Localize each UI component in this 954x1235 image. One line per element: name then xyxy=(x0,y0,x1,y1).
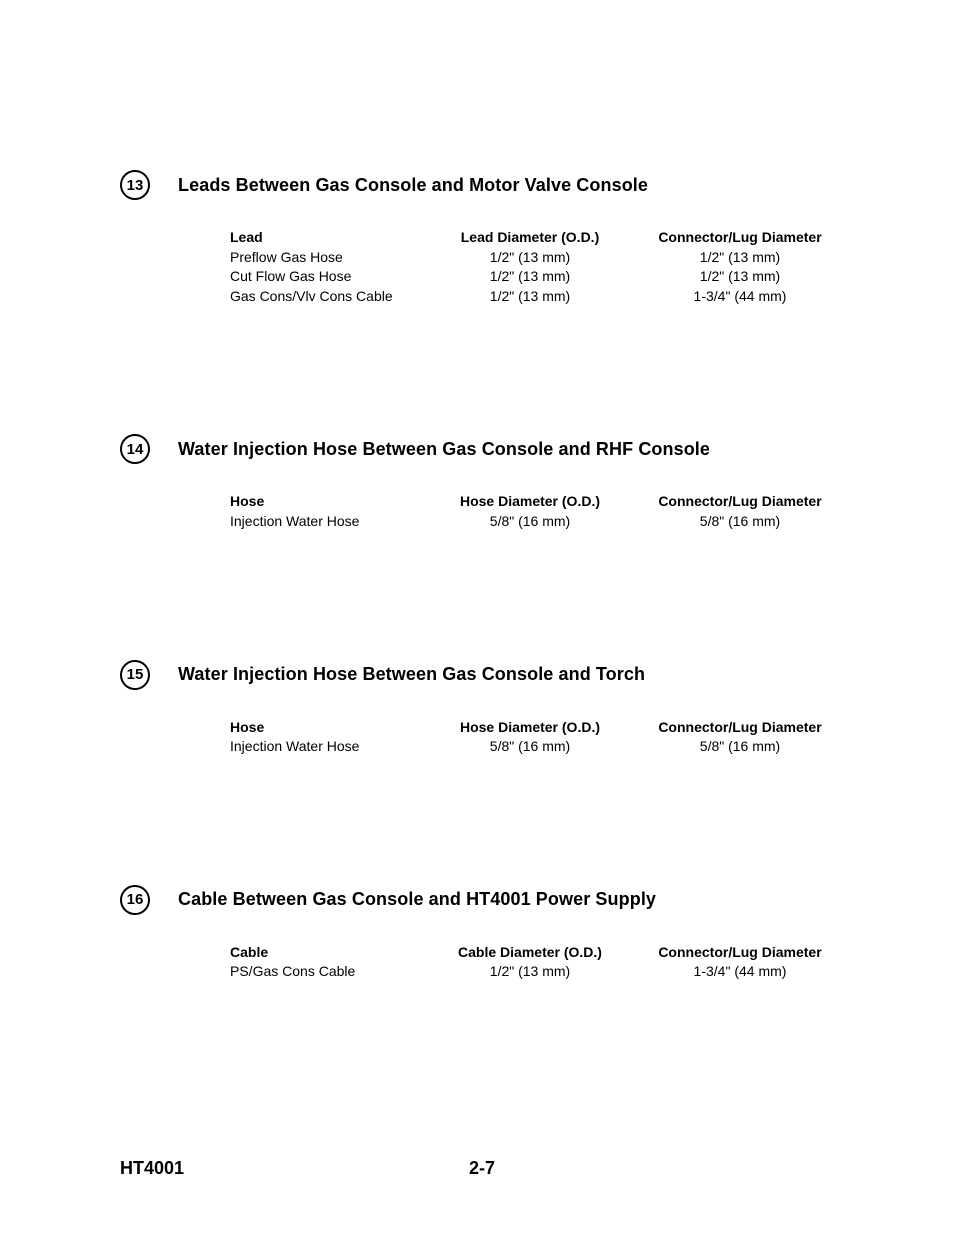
page-footer: HT4001 2-7 xyxy=(120,1158,844,1179)
cell: Preflow Gas Hose xyxy=(230,248,430,268)
col-header: Hose xyxy=(230,492,430,512)
table-row: Injection Water Hose 5/8" (16 mm) 5/8" (… xyxy=(230,737,850,757)
cell: Gas Cons/Vlv Cons Cable xyxy=(230,287,430,307)
section-header: 16 Cable Between Gas Console and HT4001 … xyxy=(120,885,844,915)
section-16: 16 Cable Between Gas Console and HT4001 … xyxy=(120,885,844,982)
col-header: Hose xyxy=(230,718,430,738)
table-header-row: Cable Cable Diameter (O.D.) Connector/Lu… xyxy=(230,943,850,963)
col-header: Lead xyxy=(230,228,430,248)
section-header: 14 Water Injection Hose Between Gas Cons… xyxy=(120,434,844,464)
table-header-row: Lead Lead Diameter (O.D.) Connector/Lug … xyxy=(230,228,850,248)
cell: Injection Water Hose xyxy=(230,737,430,757)
cell: 1-3/4" (44 mm) xyxy=(630,287,850,307)
section-15: 15 Water Injection Hose Between Gas Cons… xyxy=(120,660,844,757)
section-title: Water Injection Hose Between Gas Console… xyxy=(178,664,645,685)
section-number-circle: 14 xyxy=(120,434,150,464)
col-header: Connector/Lug Diameter xyxy=(630,943,850,963)
section-header: 15 Water Injection Hose Between Gas Cons… xyxy=(120,660,844,690)
table-header-row: Hose Hose Diameter (O.D.) Connector/Lug … xyxy=(230,718,850,738)
section-number-circle: 15 xyxy=(120,660,150,690)
col-header: Connector/Lug Diameter xyxy=(630,228,850,248)
col-header: Hose Diameter (O.D.) xyxy=(430,718,630,738)
table-row: Cut Flow Gas Hose 1/2" (13 mm) 1/2" (13 … xyxy=(230,267,850,287)
cell: 5/8" (16 mm) xyxy=(430,737,630,757)
col-header: Cable xyxy=(230,943,430,963)
section-title: Leads Between Gas Console and Motor Valv… xyxy=(178,175,648,196)
section-header: 13 Leads Between Gas Console and Motor V… xyxy=(120,170,844,200)
cell: 1/2" (13 mm) xyxy=(430,248,630,268)
spec-table: Hose Hose Diameter (O.D.) Connector/Lug … xyxy=(230,718,850,757)
section-14: 14 Water Injection Hose Between Gas Cons… xyxy=(120,434,844,531)
table-row: Gas Cons/Vlv Cons Cable 1/2" (13 mm) 1-3… xyxy=(230,287,850,307)
cell: 5/8" (16 mm) xyxy=(430,512,630,532)
section-13: 13 Leads Between Gas Console and Motor V… xyxy=(120,170,844,306)
table-row: Preflow Gas Hose 1/2" (13 mm) 1/2" (13 m… xyxy=(230,248,850,268)
cell: 1/2" (13 mm) xyxy=(630,267,850,287)
cell: 1/2" (13 mm) xyxy=(430,287,630,307)
col-header: Connector/Lug Diameter xyxy=(630,492,850,512)
table-header-row: Hose Hose Diameter (O.D.) Connector/Lug … xyxy=(230,492,850,512)
cell: Cut Flow Gas Hose xyxy=(230,267,430,287)
spec-table: Hose Hose Diameter (O.D.) Connector/Lug … xyxy=(230,492,850,531)
col-header: Cable Diameter (O.D.) xyxy=(430,943,630,963)
cell: PS/Gas Cons Cable xyxy=(230,962,430,982)
spec-table: Cable Cable Diameter (O.D.) Connector/Lu… xyxy=(230,943,850,982)
table-row: PS/Gas Cons Cable 1/2" (13 mm) 1-3/4" (4… xyxy=(230,962,850,982)
section-title: Water Injection Hose Between Gas Console… xyxy=(178,439,710,460)
section-number-circle: 13 xyxy=(120,170,150,200)
table-row: Injection Water Hose 5/8" (16 mm) 5/8" (… xyxy=(230,512,850,532)
cell: 1-3/4" (44 mm) xyxy=(630,962,850,982)
section-number-circle: 16 xyxy=(120,885,150,915)
cell: 1/2" (13 mm) xyxy=(430,267,630,287)
footer-left: HT4001 xyxy=(120,1158,184,1179)
col-header: Lead Diameter (O.D.) xyxy=(430,228,630,248)
cell: Injection Water Hose xyxy=(230,512,430,532)
section-title: Cable Between Gas Console and HT4001 Pow… xyxy=(178,889,656,910)
cell: 5/8" (16 mm) xyxy=(630,512,850,532)
col-header: Connector/Lug Diameter xyxy=(630,718,850,738)
col-header: Hose Diameter (O.D.) xyxy=(430,492,630,512)
cell: 1/2" (13 mm) xyxy=(630,248,850,268)
footer-page-number: 2-7 xyxy=(469,1158,495,1179)
cell: 5/8" (16 mm) xyxy=(630,737,850,757)
cell: 1/2" (13 mm) xyxy=(430,962,630,982)
spec-table: Lead Lead Diameter (O.D.) Connector/Lug … xyxy=(230,228,850,306)
